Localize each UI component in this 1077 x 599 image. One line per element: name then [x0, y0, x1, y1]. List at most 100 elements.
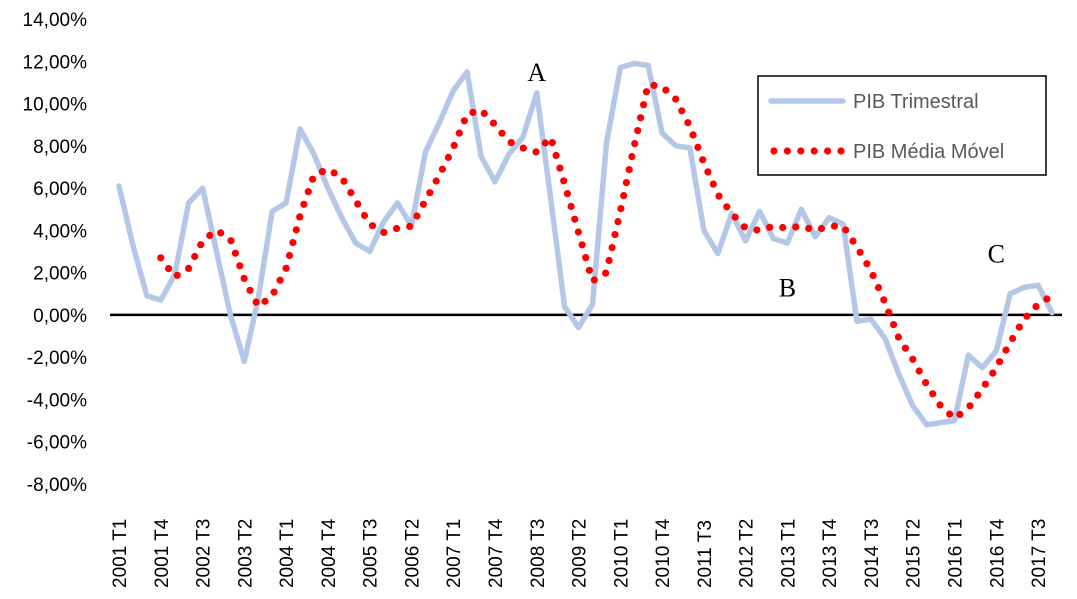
legend-dot: [824, 147, 832, 155]
series-dot: [1009, 334, 1017, 343]
series-dot: [830, 222, 839, 230]
series-dot: [261, 297, 269, 305]
series-dot: [956, 410, 964, 418]
series-dot: [605, 256, 613, 265]
series-dot: [578, 241, 586, 249]
series-dot: [753, 226, 761, 234]
series-dot: [185, 264, 193, 272]
y-tick-label: 14,00%: [23, 10, 88, 31]
series-dot: [157, 254, 165, 262]
series-dot: [432, 177, 440, 185]
series-dot: [560, 177, 568, 185]
series-dot: [330, 169, 338, 177]
series-dot: [617, 205, 625, 213]
series-dot: [585, 266, 594, 274]
series-dot: [563, 190, 572, 198]
series-dot: [817, 224, 826, 233]
x-tick-label: 2007 T1: [444, 519, 465, 588]
series-dot: [567, 202, 575, 210]
series-dot: [1043, 295, 1051, 303]
series-dot: [227, 237, 235, 245]
series-dot: [915, 367, 923, 375]
series-dot: [672, 95, 680, 103]
annotation-a: A: [527, 58, 546, 87]
x-tick-label: 2003 T2: [235, 519, 256, 588]
series-dot: [608, 244, 616, 252]
series-dot: [662, 86, 670, 94]
series-dot: [354, 200, 362, 208]
series-dot: [519, 144, 527, 152]
annotation-c: C: [988, 240, 1005, 269]
x-tick-label: 2008 T3: [528, 519, 549, 588]
y-tick-label: 0,00%: [33, 306, 87, 327]
series-pib-media-movel: [157, 81, 1051, 418]
series-dot: [165, 265, 173, 273]
series-dot: [974, 391, 982, 399]
series-dot: [856, 248, 864, 256]
series-dot: [426, 189, 434, 197]
series-dot: [347, 189, 355, 197]
series-dot: [699, 156, 707, 164]
series-dot: [340, 177, 348, 185]
series-dot: [863, 260, 871, 268]
series-dot: [779, 223, 787, 232]
series-dot: [631, 140, 639, 148]
series-dot: [1023, 312, 1031, 320]
series-dot: [217, 229, 225, 237]
series-dot: [236, 262, 244, 270]
series-dot: [936, 401, 944, 409]
x-tick-label: 2011 T3: [695, 520, 716, 588]
series-dot: [922, 379, 930, 387]
x-tick-label: 2001 T1: [110, 519, 131, 588]
series-dot: [252, 298, 260, 306]
series-dot: [574, 228, 583, 236]
series-dot: [480, 109, 488, 117]
series-dot: [622, 179, 631, 187]
series-dot: [614, 218, 622, 226]
series-dot: [455, 129, 463, 137]
series-dot: [556, 164, 564, 172]
x-axis-tick-labels: 2001 T1 2001 T4 2002 T3 2003 T2 2004 T1 2004 …: [110, 518, 1050, 588]
x-tick-label: 2004 T1: [277, 519, 298, 588]
series-dot: [292, 226, 300, 234]
series-dot: [318, 168, 326, 176]
x-tick-label: 2016 T4: [987, 518, 1008, 588]
annotations: A B C: [527, 58, 1005, 303]
series-dot: [637, 114, 645, 122]
series-dot: [625, 166, 633, 174]
series-dot: [849, 237, 857, 245]
legend-label-pib-trimestral: PIB Trimestral: [853, 91, 979, 113]
x-tick-label: 2012 T2: [737, 519, 758, 588]
series-dot: [360, 211, 369, 220]
series-dot: [1032, 302, 1040, 311]
series-dot: [946, 410, 954, 418]
series-dot: [197, 241, 205, 249]
series-dot: [1002, 346, 1010, 354]
series-dot: [489, 119, 498, 127]
series-dot: [393, 224, 401, 233]
y-tick-label: 8,00%: [33, 137, 87, 158]
y-tick-label: -6,00%: [27, 433, 87, 454]
series-dot: [715, 192, 723, 200]
series-dot: [282, 264, 290, 272]
x-tick-label: 2015 T2: [904, 519, 925, 588]
series-pib-trimestral: [116, 60, 1055, 428]
series-dot: [304, 188, 312, 196]
series-dot: [380, 228, 388, 236]
x-tick-label: 2006 T2: [402, 519, 423, 588]
series-dot: [368, 222, 377, 230]
series-dot: [246, 286, 254, 294]
series-dot: [173, 271, 181, 279]
x-tick-label: 2013 T4: [820, 518, 841, 588]
series-dot: [552, 151, 560, 159]
series-dot: [678, 107, 686, 115]
legend-dot: [783, 147, 792, 155]
series-dot: [296, 213, 304, 221]
series-dot: [548, 139, 556, 147]
legend: PIB Trimestral PIB Média Móvel: [757, 75, 1047, 176]
series-dot: [869, 271, 877, 280]
series-dot: [444, 153, 452, 161]
series-dot: [532, 148, 540, 156]
y-tick-label: -2,00%: [27, 348, 87, 369]
